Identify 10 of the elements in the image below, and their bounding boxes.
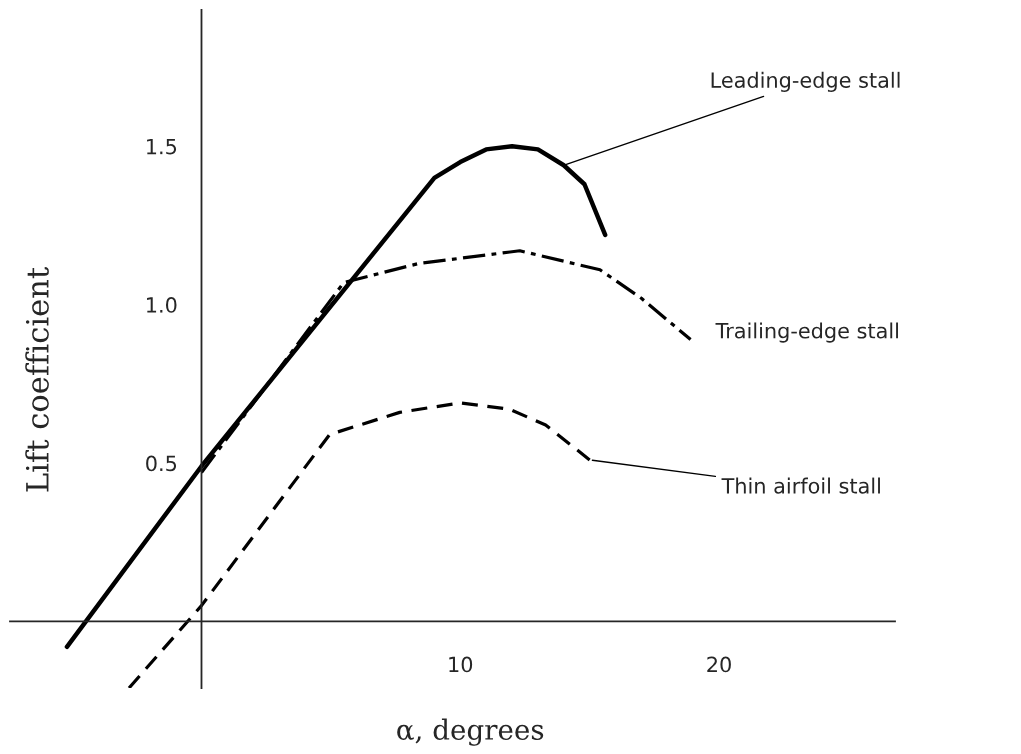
series-label: Trailing-edge stall	[715, 322, 898, 343]
y-axis-title: Lift coefficient	[25, 267, 49, 492]
text: Leading-edge stall	[711, 71, 900, 92]
x-tick-label: 20	[707, 656, 731, 673]
text: Thin airfoil stall	[721, 477, 880, 494]
y-tick-label: 0.5	[146, 455, 177, 472]
y-tick-label: 1.5	[147, 138, 177, 155]
y-tick-label: 1.0	[147, 297, 177, 313]
x-axis-title: α, degrees	[397, 718, 544, 746]
x-tick-label: 10	[449, 656, 473, 673]
